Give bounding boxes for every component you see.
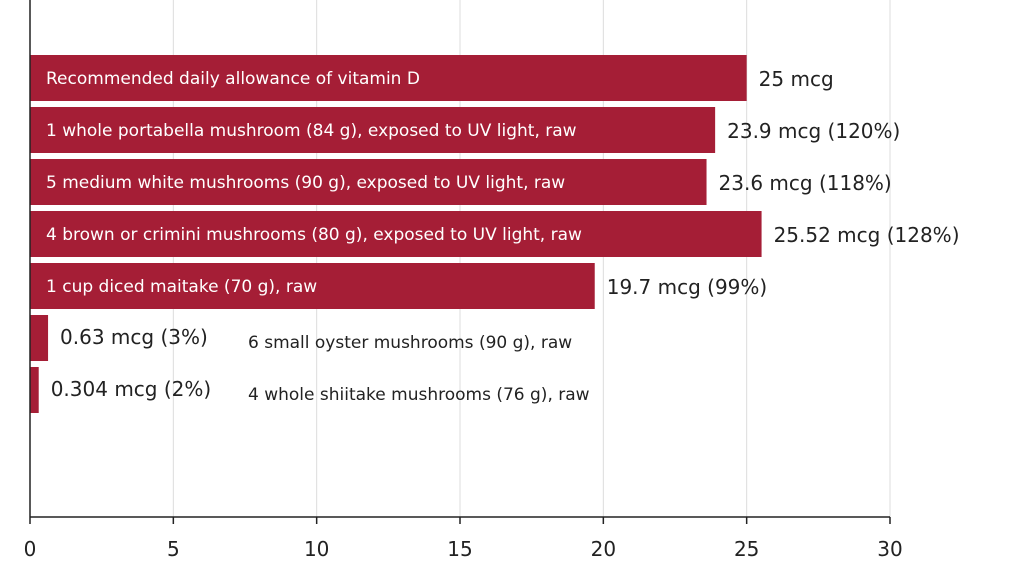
- bar: [30, 263, 595, 309]
- x-tick-labels: 0 5 10 15 20 25 30: [24, 537, 903, 561]
- category-label: 6 small oyster mushrooms (90 g), raw: [248, 333, 572, 353]
- x-tick-label: 25: [734, 537, 759, 561]
- bar-labels: Recommended daily allowance of vitamin D…: [46, 67, 960, 405]
- category-label: 4 brown or crimini mushrooms (80 g), exp…: [46, 225, 582, 245]
- bars: [30, 55, 762, 413]
- x-tick-label: 15: [447, 537, 472, 561]
- x-tick-label: 10: [304, 537, 329, 561]
- bar: [30, 107, 716, 153]
- value-label: 25.52 mcg (128%): [774, 223, 960, 247]
- value-label: 25 mcg: [759, 67, 834, 91]
- value-label: 23.6 mcg (118%): [719, 171, 892, 195]
- x-tick-label: 0: [24, 537, 37, 561]
- category-label: 1 cup diced maitake (70 g), raw: [46, 277, 317, 297]
- category-label: 1 whole portabella mushroom (84 g), expo…: [46, 121, 577, 141]
- x-tick-label: 20: [591, 537, 616, 561]
- x-axis: [29, 0, 891, 524]
- value-label: 19.7 mcg (99%): [607, 275, 767, 299]
- value-label: 23.9 mcg (120%): [727, 119, 900, 143]
- value-label: 0.304 mcg (2%): [51, 377, 211, 401]
- category-label: Recommended daily allowance of vitamin D: [46, 69, 420, 89]
- bar: [30, 159, 707, 205]
- bar: [30, 367, 39, 413]
- category-label: 4 whole shiitake mushrooms (76 g), raw: [248, 385, 590, 405]
- x-tick-label: 30: [877, 537, 902, 561]
- x-tick-label: 5: [167, 537, 180, 561]
- bar: [30, 315, 49, 361]
- bar: [30, 55, 747, 101]
- category-label: 5 medium white mushrooms (90 g), exposed…: [46, 173, 565, 193]
- bar: [30, 211, 762, 257]
- value-label: 0.63 mcg (3%): [60, 325, 208, 349]
